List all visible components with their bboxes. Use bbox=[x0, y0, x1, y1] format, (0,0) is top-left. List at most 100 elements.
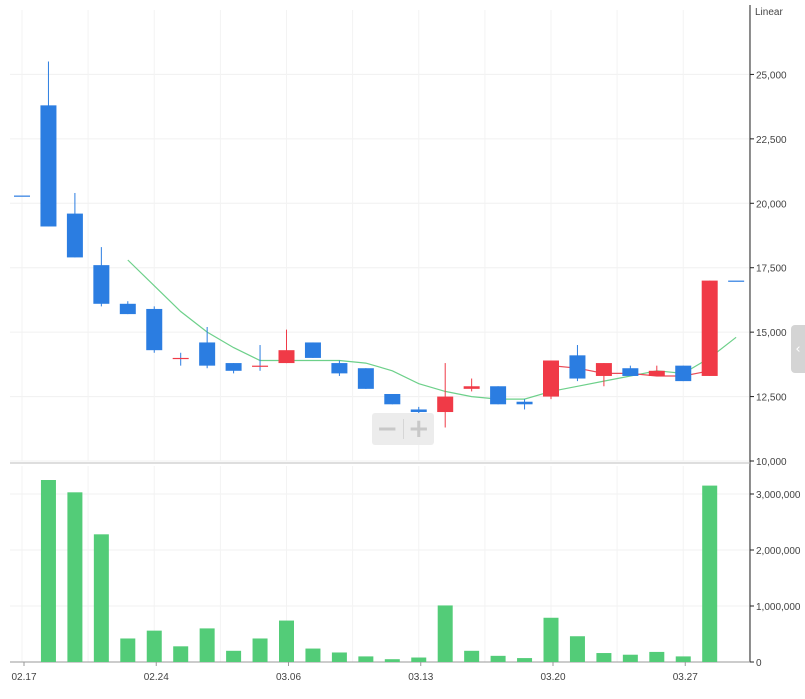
volume-tick-label: 1,000,000 bbox=[756, 602, 801, 613]
candlestick bbox=[463, 378, 480, 392]
volume-bar bbox=[702, 485, 718, 662]
candle-body bbox=[543, 360, 559, 397]
volume-bar bbox=[173, 646, 189, 662]
candlestick bbox=[14, 195, 30, 197]
candle-body bbox=[278, 350, 295, 364]
candle-body bbox=[40, 105, 57, 227]
candle-body bbox=[252, 365, 269, 367]
candle-body bbox=[675, 365, 692, 382]
candlestick bbox=[543, 360, 559, 400]
scale-label[interactable]: Linear bbox=[755, 7, 783, 18]
candle-body bbox=[463, 386, 480, 389]
candlestick bbox=[93, 247, 110, 307]
volume-bar bbox=[464, 650, 480, 662]
volume-bar bbox=[596, 653, 612, 662]
candle-body bbox=[437, 396, 454, 413]
candlestick bbox=[225, 363, 242, 374]
candlestick bbox=[119, 301, 136, 315]
candlestick bbox=[569, 345, 586, 382]
date-tick-label: 03.13 bbox=[408, 672, 433, 683]
ma-long-line bbox=[127, 259, 737, 400]
volume-tick-label: 2,000,000 bbox=[756, 546, 801, 557]
volume-bar bbox=[411, 657, 427, 662]
candle-body bbox=[384, 393, 401, 405]
date-tick-label: 03.27 bbox=[673, 672, 698, 683]
candlestick bbox=[357, 368, 374, 389]
candle-body bbox=[225, 363, 242, 371]
volume-bar bbox=[490, 655, 506, 662]
volume-bar bbox=[675, 656, 691, 662]
volume-tick-label: 3,000,000 bbox=[756, 490, 801, 501]
candlestick bbox=[40, 61, 57, 227]
volume-bar bbox=[517, 658, 533, 662]
date-tick-label: 02.24 bbox=[144, 672, 169, 683]
price-tick-label: 12,500 bbox=[756, 393, 787, 404]
candlestick bbox=[278, 329, 295, 364]
zoom-control: − + bbox=[372, 413, 434, 445]
volume-bar bbox=[358, 656, 374, 662]
candlestick bbox=[384, 393, 401, 405]
candle-body bbox=[648, 370, 665, 376]
volume-bar bbox=[649, 651, 665, 662]
candle-body bbox=[728, 280, 745, 282]
date-tick-label: 02.17 bbox=[11, 672, 36, 683]
candlestick bbox=[304, 342, 321, 358]
candle-body bbox=[595, 363, 612, 376]
date-axis-ticks: 02.17 02.24 03.06 03.13 03.20 03.27 bbox=[11, 662, 698, 683]
candle-body bbox=[66, 213, 83, 258]
candlestick bbox=[437, 363, 454, 428]
volume-bar bbox=[226, 650, 242, 662]
price-tick-label: 22,500 bbox=[756, 135, 787, 146]
volume-tick-label: 0 bbox=[756, 658, 762, 669]
candlestick bbox=[146, 306, 163, 353]
volume-bar bbox=[199, 628, 215, 662]
price-tick-label: 25,000 bbox=[756, 70, 787, 81]
zoom-out-button[interactable]: − bbox=[376, 414, 399, 444]
candlestick bbox=[66, 192, 83, 258]
candle-body bbox=[490, 386, 507, 405]
price-tick-label: 20,000 bbox=[756, 199, 787, 210]
candle-body bbox=[516, 401, 533, 405]
chevron-left-icon: ‹ bbox=[795, 341, 801, 357]
candle-body bbox=[331, 363, 348, 374]
grid-lines bbox=[10, 10, 750, 663]
candle-body bbox=[14, 195, 30, 197]
volume-bar bbox=[93, 534, 109, 662]
axes bbox=[10, 5, 751, 663]
candle-body bbox=[701, 280, 718, 376]
candle-body bbox=[622, 368, 639, 376]
candlestick bbox=[675, 365, 692, 382]
zoom-in-button[interactable]: + bbox=[407, 414, 430, 444]
volume-bar bbox=[384, 659, 400, 662]
volume-bar bbox=[569, 636, 585, 662]
candlestick bbox=[595, 363, 612, 387]
volume-bar bbox=[279, 620, 294, 662]
side-panel-toggle[interactable]: ‹ bbox=[791, 325, 805, 373]
candle-body bbox=[93, 265, 110, 304]
candle-body bbox=[199, 342, 216, 366]
candle-body bbox=[304, 342, 321, 358]
candle-body bbox=[569, 355, 586, 379]
moving-average-lines bbox=[127, 259, 737, 400]
zoom-separator bbox=[402, 419, 404, 439]
candlestick bbox=[331, 360, 348, 376]
candle-body bbox=[357, 368, 374, 389]
candle-body bbox=[410, 409, 427, 413]
candlestick bbox=[490, 386, 507, 405]
price-axis-ticks: 25,000 22,500 20,000 17,500 15,000 12,500 10,0… bbox=[750, 70, 787, 468]
volume-axis-ticks: 3,000,000 2,000,000 1,000,000 0 bbox=[750, 490, 801, 669]
candlestick bbox=[622, 365, 639, 376]
volume-bar bbox=[146, 630, 162, 662]
volume-bar bbox=[543, 617, 559, 662]
volume-bar bbox=[120, 638, 136, 662]
volume-bar bbox=[622, 654, 638, 662]
volume-bar bbox=[67, 492, 83, 662]
candle-body bbox=[146, 308, 163, 351]
volume-bar bbox=[331, 652, 347, 662]
candlestick bbox=[728, 280, 745, 282]
candlestick bbox=[648, 365, 665, 376]
volume-bar bbox=[252, 638, 268, 662]
candlestick bbox=[172, 352, 189, 366]
price-tick-label: 17,500 bbox=[756, 264, 787, 275]
